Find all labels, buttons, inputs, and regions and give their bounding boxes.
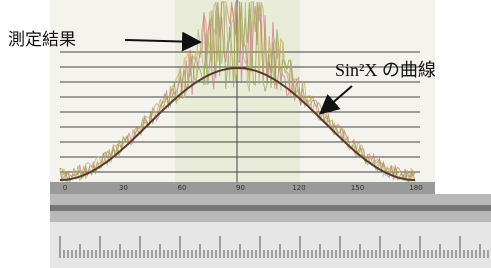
ruler <box>50 222 491 268</box>
x-tick-label: 150 <box>351 184 364 192</box>
curve-label: Sin²X の曲線 <box>335 60 436 80</box>
x-tick-label: 30 <box>119 184 128 192</box>
scroll-bar <box>50 205 491 211</box>
x-tick-label: 90 <box>236 184 245 192</box>
x-tick-label: 180 <box>409 184 422 192</box>
x-tick-label: 0 <box>63 184 67 192</box>
x-tick-label: 120 <box>292 184 305 192</box>
screenshot: 0 30 60 90 120 150 180 測定結果 Sin²X の曲線 <box>0 0 491 268</box>
measured-label: 測定結果 <box>8 30 76 50</box>
x-tick-label: 60 <box>178 184 187 192</box>
